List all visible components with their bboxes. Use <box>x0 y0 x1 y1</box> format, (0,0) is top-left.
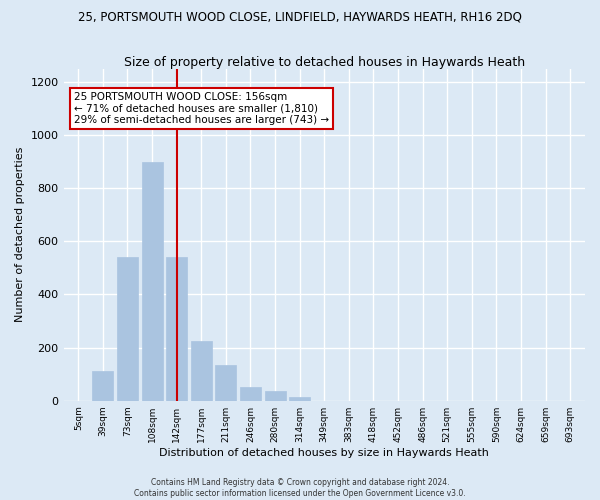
Bar <box>117 257 138 400</box>
Bar <box>142 162 163 400</box>
Text: Contains HM Land Registry data © Crown copyright and database right 2024.
Contai: Contains HM Land Registry data © Crown c… <box>134 478 466 498</box>
Bar <box>166 257 187 400</box>
Title: Size of property relative to detached houses in Haywards Heath: Size of property relative to detached ho… <box>124 56 525 68</box>
Y-axis label: Number of detached properties: Number of detached properties <box>15 147 25 322</box>
Bar <box>92 372 113 400</box>
Bar <box>191 341 212 400</box>
X-axis label: Distribution of detached houses by size in Haywards Heath: Distribution of detached houses by size … <box>160 448 489 458</box>
Text: 25 PORTSMOUTH WOOD CLOSE: 156sqm
← 71% of detached houses are smaller (1,810)
29: 25 PORTSMOUTH WOOD CLOSE: 156sqm ← 71% o… <box>74 92 329 125</box>
Bar <box>289 396 310 400</box>
Text: 25, PORTSMOUTH WOOD CLOSE, LINDFIELD, HAYWARDS HEATH, RH16 2DQ: 25, PORTSMOUTH WOOD CLOSE, LINDFIELD, HA… <box>78 10 522 23</box>
Bar <box>240 388 261 400</box>
Bar <box>265 392 286 400</box>
Bar <box>215 365 236 400</box>
